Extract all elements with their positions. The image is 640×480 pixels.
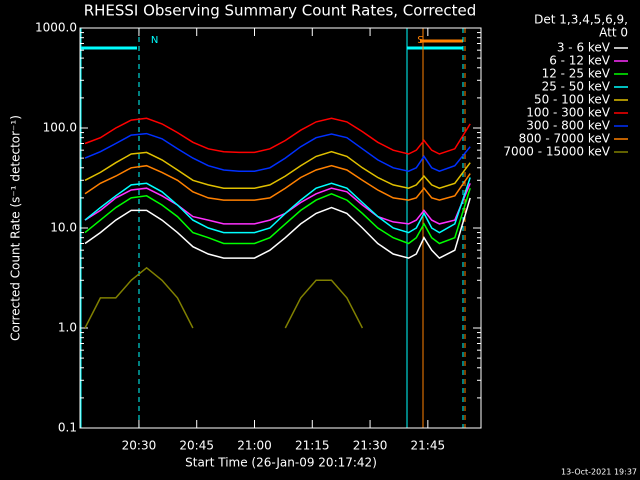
x-tick-label: 21:30 [353, 439, 388, 453]
x-tick-label: 21:00 [237, 439, 272, 453]
legend-title: Att 0 [599, 26, 628, 40]
legend-label: 800 - 7000 keV [519, 132, 611, 146]
series-line [84, 187, 471, 245]
legend-label: 7000 - 15000 keV [503, 145, 610, 159]
legend-label: 3 - 6 keV [557, 41, 611, 55]
series-line [84, 266, 364, 329]
legend-label: 6 - 12 keV [549, 54, 611, 68]
annotation: N [151, 35, 158, 46]
x-tick-label: 20:30 [122, 439, 157, 453]
series-line [84, 177, 471, 234]
series-line [84, 164, 471, 201]
orbit-markers [80, 28, 466, 428]
y-tick-label: 0.1 [58, 421, 77, 435]
x-axis-label: Start Time (26-Jan-09 20:17:42) [185, 456, 377, 470]
x-tick-label: 21:45 [411, 439, 446, 453]
series-line [84, 132, 471, 173]
chart-title: RHESSI Observing Summary Count Rates, Co… [84, 2, 477, 20]
series-line [84, 197, 471, 260]
annotation: S [417, 35, 423, 46]
footer: 13-Oct-2021 19:37 [561, 468, 637, 477]
legend-label: 12 - 25 keV [542, 67, 611, 81]
legend-label: 25 - 50 keV [542, 80, 611, 94]
x-tick-label: 21:15 [295, 439, 330, 453]
legend-label: 300 - 800 keV [526, 119, 610, 133]
series-line [84, 117, 471, 155]
y-tick-label: 10.0 [50, 221, 77, 235]
y-tick-label: 100.0 [43, 121, 77, 135]
x-tick-label: 20:45 [179, 439, 214, 453]
legend-label: 50 - 100 keV [534, 93, 611, 107]
y-axis-label: Corrected Count Rate (s⁻¹ detector⁻¹) [9, 115, 23, 341]
legend-title: Det 1,3,4,5,6,9, [534, 13, 628, 27]
y-tick-label: 1.0 [58, 321, 77, 335]
series-line [84, 183, 471, 225]
series-line [84, 150, 471, 189]
legend-label: 100 - 300 keV [526, 106, 610, 120]
y-tick-label: 1000.0 [35, 21, 77, 35]
